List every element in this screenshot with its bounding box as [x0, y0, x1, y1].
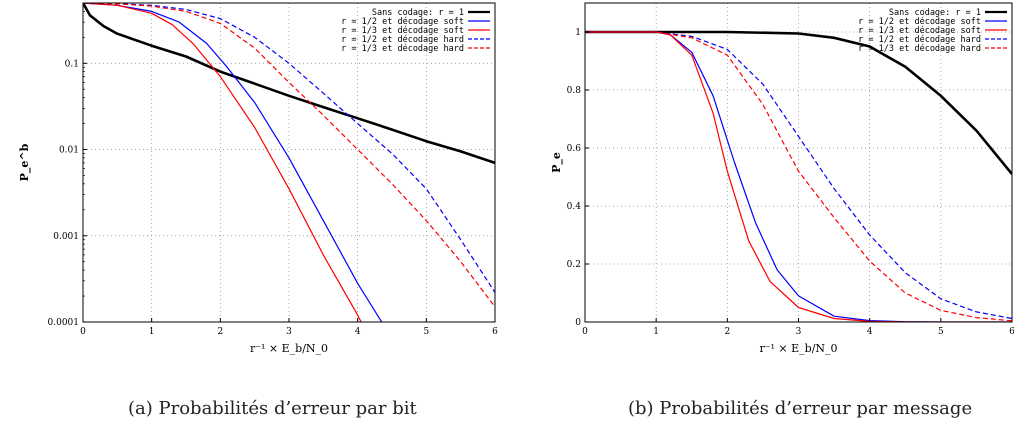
x-axis-label-a: r⁻¹ × E_b/N_0 [250, 342, 328, 355]
x-tick-label: 5 [938, 327, 944, 337]
x-tick-label: 4 [355, 327, 361, 337]
legend-label: r = 1/3 et décodage hard [341, 43, 464, 54]
legend-label: r = 1/2 et décodage hard [341, 34, 464, 45]
caption-a: (a) Probabilités d’erreur par bit [128, 398, 417, 419]
x-tick-label: 6 [492, 327, 498, 337]
y-tick-label: 0.6 [567, 144, 582, 154]
legend-a: Sans codage: r = 1r = 1/2 et décodage so… [341, 8, 490, 54]
legend-label: r = 1/2 et décodage soft [341, 16, 464, 27]
x-tick-label: 2 [724, 327, 730, 337]
y-tick-label: 0.8 [567, 86, 582, 96]
legend-b: Sans codage: r = 1r = 1/2 et décodage so… [858, 8, 1007, 54]
x-tick-label: 1 [653, 327, 659, 337]
legend-label: Sans codage: r = 1 [889, 8, 981, 18]
legend-label: r = 1/3 et décodage soft [858, 25, 981, 36]
series-line-a-2 [83, 3, 362, 322]
y-tick-label: 0.0001 [48, 318, 80, 328]
x-tick-label: 3 [796, 327, 802, 337]
y-axis-label-b: P_e [550, 152, 564, 173]
series-line-b-3 [585, 31, 1012, 320]
legend-label: Sans codage: r = 1 [372, 8, 464, 18]
x-axis-label-b: r⁻¹ × E_b/N_0 [759, 342, 837, 355]
x-tick-label: 6 [1009, 327, 1014, 337]
chart-a: 0 1 2 3 4 5 6 0.0001 0.001 0.01 0.1 r⁻¹ × E_b/N_0 P_… [18, 2, 498, 355]
y-tick-label: 0.4 [567, 202, 582, 212]
series-line-a-4 [83, 3, 495, 308]
x-tick-label: 4 [867, 327, 873, 337]
series-group-a [83, 3, 495, 322]
x-tick-label: 3 [286, 327, 292, 337]
legend-label: r = 1/3 et décodage soft [341, 25, 464, 36]
y-tick-label: 0.01 [59, 146, 79, 156]
series-line-a-3 [83, 3, 495, 293]
y-tick-label: 1 [575, 28, 581, 38]
legend-label: r = 1/2 et décodage soft [858, 16, 981, 27]
series-line-b-0 [585, 30, 1012, 175]
legend-label: r = 1/2 et décodage hard [858, 34, 981, 45]
x-tick-label: 5 [423, 327, 429, 337]
y-tick-label: 0.1 [65, 59, 79, 69]
y-tick-label: 0 [575, 318, 581, 328]
chart-b: 0 1 2 3 4 5 6 0 0.2 0.4 0.6 0.8 1 r⁻¹ × E_b/N_0 P_e San… [550, 2, 1014, 355]
series-line-a-0 [83, 3, 495, 165]
x-tick-label: 1 [149, 327, 155, 337]
grid-a [83, 3, 495, 322]
x-tick-label: 2 [217, 327, 223, 337]
x-tick-label: 0 [582, 327, 588, 337]
legend-label: r = 1/3 et décodage hard [858, 43, 981, 54]
series-line-a-1 [83, 3, 383, 322]
y-axis-label-a: P_e^b [18, 143, 32, 181]
caption-b: (b) Probabilités d’erreur par message [628, 398, 973, 419]
series-line-b-4 [585, 31, 1012, 322]
x-tick-label: 0 [80, 327, 86, 337]
y-tick-label: 0.2 [567, 260, 581, 270]
y-tick-label: 0.001 [53, 232, 79, 242]
